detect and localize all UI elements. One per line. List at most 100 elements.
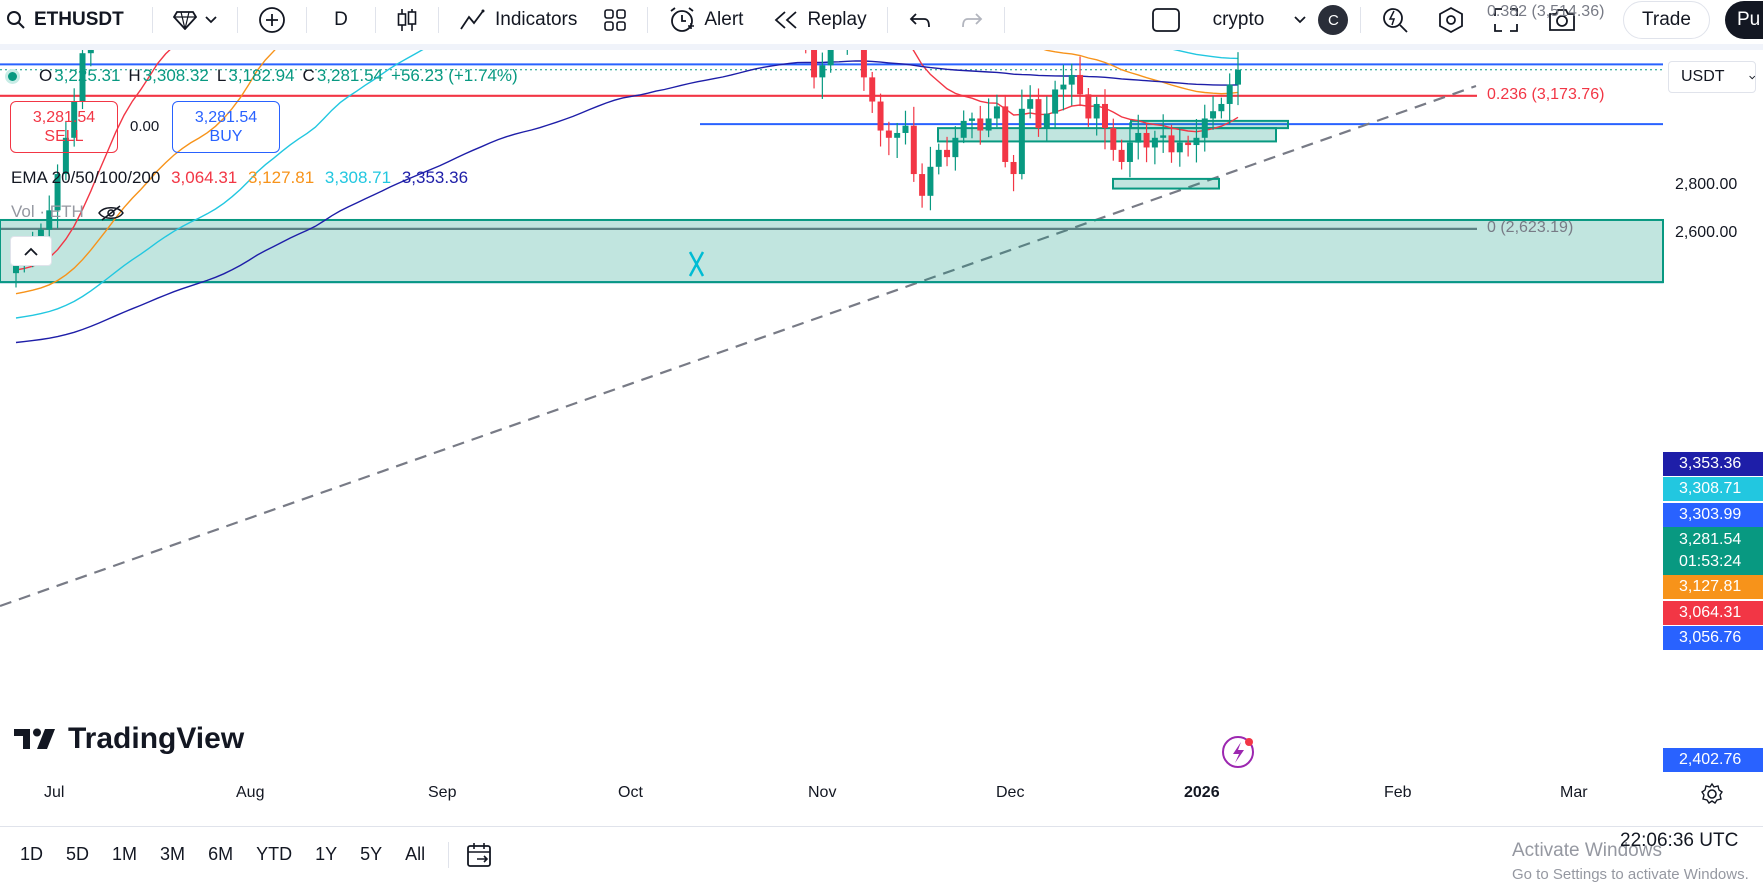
range-button[interactable]: 1D [20,844,44,864]
avatar[interactable]: C [1318,5,1349,35]
range-button[interactable]: All [405,844,426,864]
layout-toggle-button[interactable] [1143,3,1189,37]
range-button[interactable]: 1M [112,844,138,864]
scale-settings-icon[interactable] [1700,782,1724,806]
fib-trend-line[interactable] [0,84,1477,608]
candle[interactable] [1018,89,1025,180]
replay-button[interactable]: Replay [765,3,874,37]
candle[interactable] [1118,139,1125,170]
candle[interactable] [79,50,86,110]
candle[interactable] [910,106,917,182]
candle[interactable] [960,110,967,144]
candle[interactable] [54,164,61,229]
candle[interactable] [1077,56,1084,107]
candle[interactable] [935,143,942,175]
candle[interactable] [1135,114,1142,160]
candle[interactable] [1060,64,1067,111]
candle[interactable] [1210,96,1217,130]
trade-button[interactable]: Trade [1623,1,1710,39]
range-button[interactable]: YTD [256,844,293,864]
undo-button[interactable] [900,3,940,37]
candle[interactable] [819,52,826,99]
candle[interactable] [1126,122,1133,178]
candle[interactable] [1160,114,1167,153]
ema-20-line[interactable] [15,50,1239,271]
candle[interactable] [62,121,69,181]
candle[interactable] [877,93,884,147]
candle[interactable] [869,71,876,113]
account-dropdown[interactable] [165,3,225,37]
candle[interactable] [1218,97,1225,119]
range-button[interactable]: 3M [160,844,186,864]
candle[interactable] [1226,73,1233,125]
candle[interactable] [894,122,901,158]
cross-marker[interactable] [688,251,705,277]
ema-legend[interactable]: EMA 20/50/100/200 3,064.31 3,127.81 3,30… [11,168,474,188]
candle[interactable] [1085,88,1092,127]
candle[interactable] [1168,124,1175,163]
candle[interactable] [1093,96,1100,136]
ema-100-line[interactable] [15,50,1239,319]
candle[interactable] [885,121,892,156]
candle[interactable] [1151,130,1158,165]
candle[interactable] [927,146,934,211]
sell-button[interactable]: 3,281.54 SELL [10,101,118,153]
candle[interactable] [1235,52,1241,106]
candle[interactable] [860,50,867,91]
demand-zone-small[interactable] [1130,119,1289,130]
chart-type-button[interactable] [388,3,426,37]
range-button[interactable]: 5D [66,844,90,864]
candle[interactable] [46,195,53,242]
eye-hidden-icon[interactable] [98,204,125,222]
candle[interactable] [1002,94,1009,168]
collapse-legend-button[interactable] [10,236,52,266]
candle[interactable] [1193,118,1200,163]
candle[interactable] [993,94,1000,128]
candle[interactable] [827,50,834,73]
symbol-search[interactable]: ETHUSDT [0,0,140,40]
candle[interactable] [1027,85,1034,119]
publish-button[interactable]: Pu [1725,1,1763,39]
candle[interactable] [71,88,78,147]
range-button[interactable]: 6M [208,844,234,864]
go-to-date-icon[interactable] [465,841,495,869]
ema-50-line[interactable] [15,50,1239,295]
candle[interactable] [1201,104,1208,152]
candle[interactable] [1068,63,1075,106]
alert-button[interactable]: Alert [660,3,751,37]
range-button[interactable]: 5Y [360,844,383,864]
chart-pane[interactable] [0,50,1763,782]
candle[interactable] [87,50,94,67]
candle[interactable] [1035,88,1042,137]
candle[interactable] [968,112,975,139]
candle[interactable] [811,50,818,89]
candle[interactable] [985,98,992,138]
layout-name-dropdown[interactable]: crypto [1205,3,1315,37]
demand-zone-low[interactable] [1112,177,1220,190]
candle[interactable] [1143,123,1150,163]
indicators-button[interactable]: Indicators [451,3,585,37]
ema-200-line[interactable] [15,60,1239,344]
candle[interactable] [1052,80,1059,130]
candle[interactable] [944,136,951,167]
candle[interactable] [803,50,809,54]
candle[interactable] [902,110,909,145]
volume-legend[interactable]: Vol · ETH [11,202,125,222]
snapshot-button[interactable] [1539,3,1585,37]
candle[interactable] [1010,154,1017,192]
compare-symbol-button[interactable] [250,3,294,37]
templates-button[interactable] [595,3,635,37]
interval-button[interactable]: D [319,3,363,37]
candle[interactable] [844,50,850,55]
candle[interactable] [977,105,984,145]
events-icon[interactable] [1222,736,1254,768]
candle[interactable] [1176,128,1183,167]
settings-button[interactable] [1429,3,1473,37]
candle[interactable] [1102,89,1108,150]
redo-button[interactable] [952,3,992,37]
candle[interactable] [1043,96,1050,142]
utc-clock[interactable]: 22:06:36 UTC [1620,830,1739,851]
candle[interactable] [919,163,926,208]
currency-select[interactable]: USDT [1668,61,1756,93]
price-chart-svg[interactable] [0,50,1763,782]
